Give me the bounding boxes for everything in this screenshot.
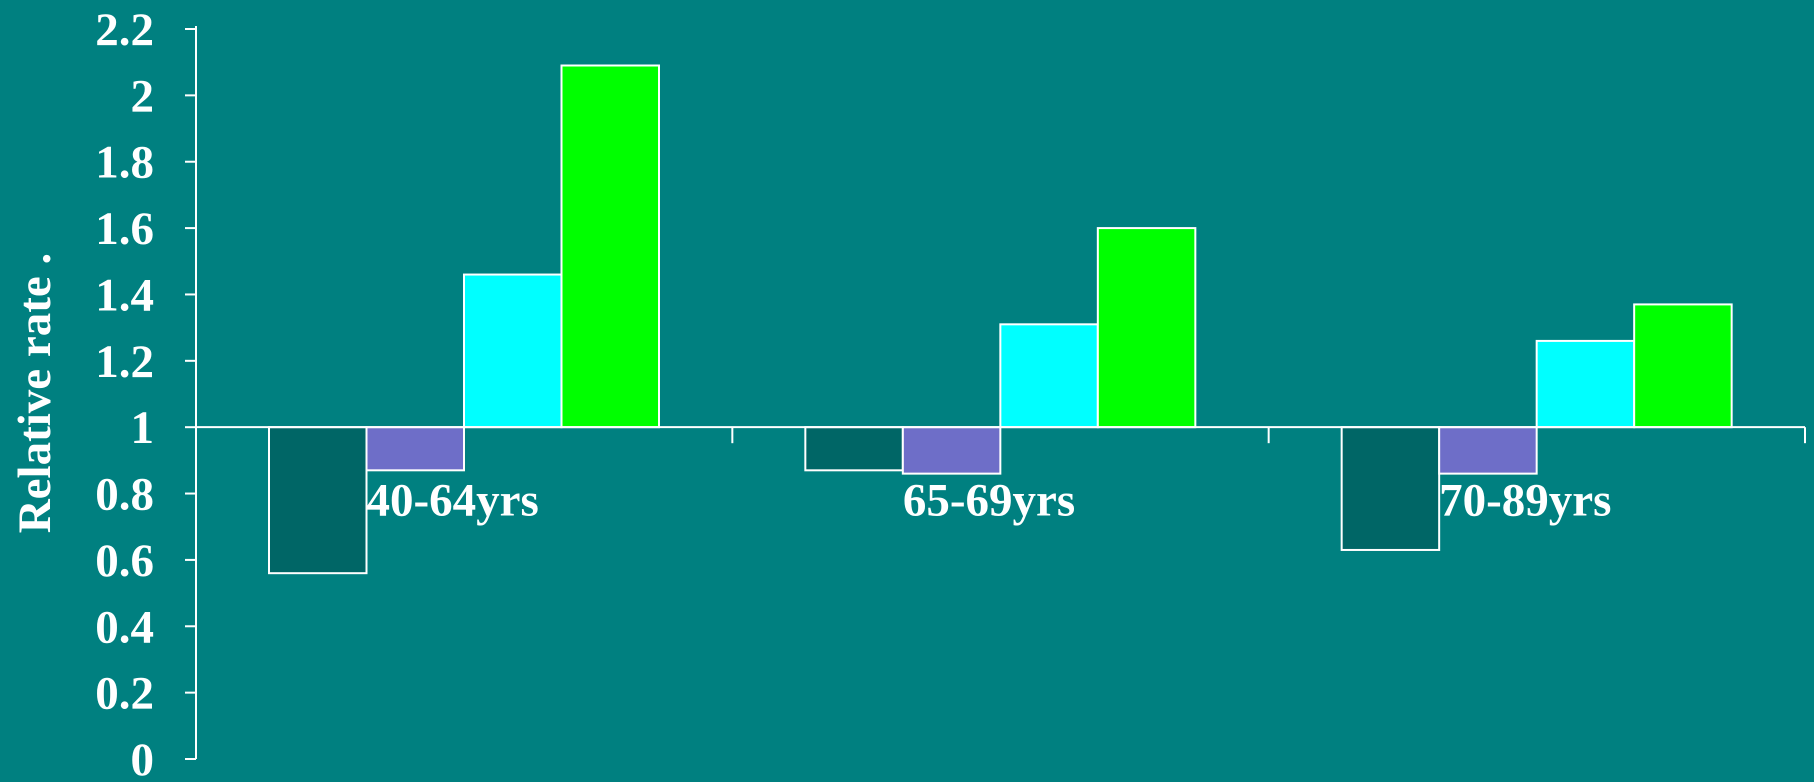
y-ticks: 0 0.2 0.4 0.6 0.8 1 1.2 1.4 1.6 1.8 2 2.2 bbox=[95, 4, 196, 782]
y-tick-label: 1.6 bbox=[95, 203, 154, 255]
bar-70-89yrs-series-4 bbox=[1633, 303, 1733, 429]
bar-70-89yrs-series-3 bbox=[1535, 339, 1636, 429]
y-tick-label: 2.2 bbox=[95, 4, 154, 56]
y-tick-label: 1.2 bbox=[95, 336, 154, 388]
bar-40-64yrs-series-1 bbox=[268, 426, 368, 575]
bar-70-89yrs-series-2 bbox=[1438, 426, 1538, 475]
x-category-label: 70-89yrs bbox=[1439, 475, 1611, 527]
bar-40-64yrs-series-3 bbox=[463, 273, 563, 429]
bar-70-89yrs-series-1 bbox=[1340, 426, 1441, 551]
y-tick-label: 1.4 bbox=[95, 269, 154, 321]
x-category-label: 65-69yrs bbox=[903, 475, 1075, 527]
bars-layer bbox=[268, 64, 1733, 575]
bar-65-69yrs-series-3 bbox=[999, 323, 1099, 429]
y-tick-label: 2 bbox=[131, 70, 155, 122]
y-axis-title: Relative rate . bbox=[9, 253, 61, 534]
y-tick-label: 0.6 bbox=[95, 535, 154, 587]
y-tick-label: 0 bbox=[131, 734, 155, 777]
y-tick-label: 0.4 bbox=[95, 601, 154, 653]
category-labels: 40-64yrs 65-69yrs 70-89yrs bbox=[367, 427, 1806, 527]
bar-40-64yrs-series-4 bbox=[560, 64, 660, 429]
y-tick-label: 0.8 bbox=[95, 469, 154, 521]
bar-65-69yrs-series-1 bbox=[804, 426, 904, 472]
y-tick-label: 1.8 bbox=[95, 137, 154, 189]
y-tick-label: 0.2 bbox=[95, 668, 154, 720]
bar-40-64yrs-series-2 bbox=[365, 426, 465, 472]
bar-65-69yrs-series-4 bbox=[1096, 227, 1197, 429]
x-category-label: 40-64yrs bbox=[367, 475, 539, 527]
y-tick-label: 1 bbox=[131, 402, 155, 454]
bar-65-69yrs-series-2 bbox=[901, 426, 1002, 475]
axis-layer bbox=[195, 26, 1805, 759]
